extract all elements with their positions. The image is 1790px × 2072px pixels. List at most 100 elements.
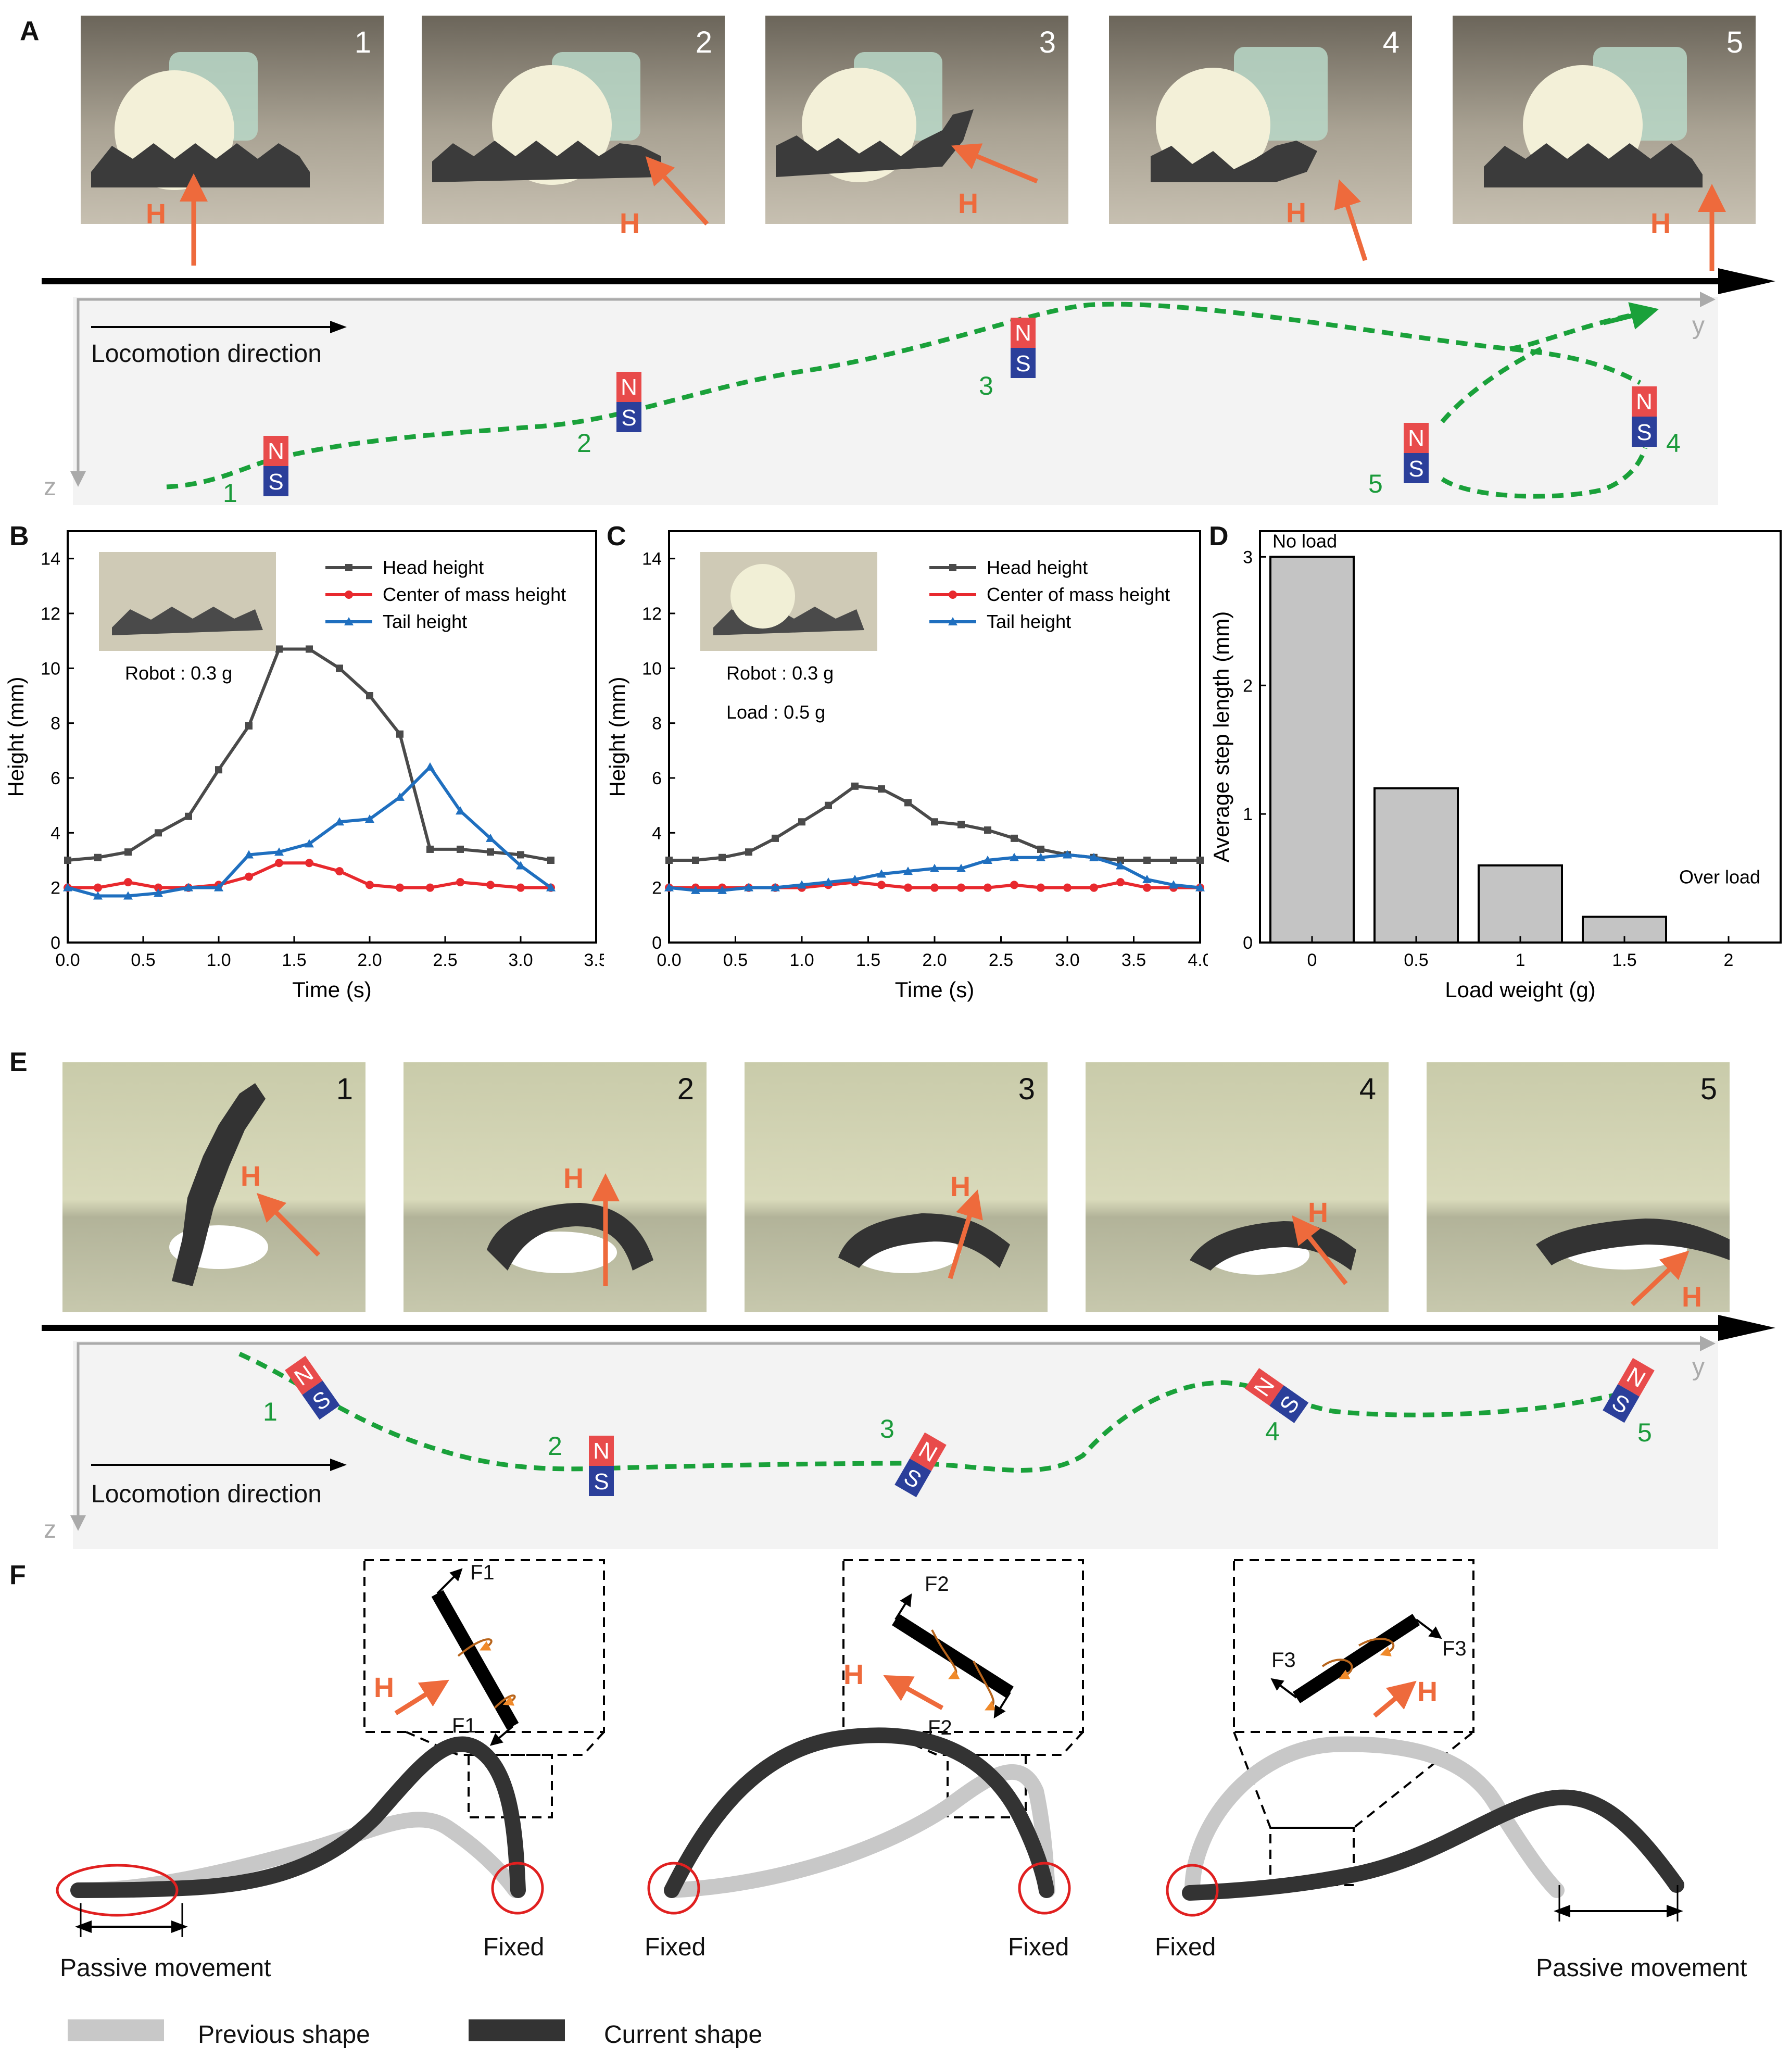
series-line — [67, 764, 552, 898]
data-point — [426, 845, 434, 853]
inset-photo — [700, 552, 877, 651]
data-point — [305, 859, 313, 868]
panel-a-photo-4: 4 — [1109, 16, 1412, 224]
x-tick-label: 0.5 — [723, 950, 748, 970]
x-tick-label: 3.0 — [1055, 950, 1079, 970]
data-point — [904, 799, 912, 807]
data-point — [771, 883, 780, 891]
data-point — [745, 848, 752, 856]
legend-marker — [344, 617, 354, 625]
x-tick-label: 1.0 — [206, 950, 231, 970]
data-point — [245, 722, 253, 730]
panel-e-trajectory: N S N S N S N S N S — [70, 1336, 1716, 1531]
diagram-1 — [56, 1559, 605, 1937]
data-point — [457, 845, 464, 853]
axis-z-label: z — [44, 473, 56, 501]
data-point — [878, 785, 885, 793]
data-point — [772, 834, 779, 842]
data-point — [63, 883, 72, 891]
field-label: H — [374, 1672, 394, 1703]
x-tick-label: 3.5 — [1121, 950, 1146, 970]
trajectory-step-number: 4 — [1265, 1417, 1280, 1446]
field-arrow — [948, 1189, 983, 1279]
data-point — [365, 814, 374, 823]
fixed-label: Fixed — [483, 1933, 545, 1961]
data-point — [244, 850, 254, 859]
data-point — [486, 881, 495, 889]
data-point — [275, 859, 283, 868]
data-point — [850, 874, 860, 883]
x-tick-label: 1 — [1516, 950, 1526, 970]
data-point — [425, 762, 435, 771]
data-point — [335, 867, 344, 876]
data-point — [797, 880, 806, 889]
data-point — [903, 867, 913, 875]
y-axis-label: Height (mm) — [4, 676, 28, 797]
data-point — [957, 821, 965, 828]
field-label: H — [950, 1171, 970, 1202]
fixed-label: Fixed — [1155, 1933, 1216, 1961]
data-point — [1010, 881, 1018, 889]
trajectory-step-number: 4 — [1666, 429, 1681, 458]
bar — [1269, 556, 1355, 944]
x-tick-label: 0.5 — [1404, 950, 1428, 970]
x-tick-label: 1.5 — [1612, 950, 1636, 970]
legend-marker — [949, 564, 956, 571]
data-point — [275, 645, 283, 653]
panel-a-time-arrow — [42, 268, 1775, 294]
data-point — [1196, 857, 1204, 864]
field-arrow — [1292, 1215, 1348, 1285]
axis-z-label: z — [44, 1516, 56, 1543]
y-axis-label: Height (mm) — [605, 676, 629, 797]
data-point — [456, 878, 464, 887]
data-point — [516, 861, 525, 870]
data-point — [904, 883, 912, 892]
field-label: H — [843, 1659, 864, 1690]
magnet-2: N S — [616, 372, 641, 432]
data-point — [877, 881, 886, 889]
data-point — [93, 891, 103, 900]
y-tick-label: 6 — [652, 769, 662, 788]
data-point — [718, 853, 726, 861]
legend-marker — [948, 617, 957, 625]
field-arrow — [951, 143, 1038, 184]
panel-e-frame-number: 5 — [1700, 1072, 1717, 1106]
inset-robot — [112, 607, 263, 635]
data-point — [396, 883, 404, 892]
data-point — [366, 692, 373, 699]
y-tick-label: 1 — [1243, 805, 1253, 824]
data-point — [486, 833, 495, 842]
panel-f-diagram — [56, 1559, 1684, 2041]
data-point — [983, 856, 992, 864]
y-axis-label: Average step length (mm) — [1209, 611, 1233, 862]
panel-e-field-arrows — [256, 1173, 1690, 1307]
magnet-5: N S — [1603, 1358, 1655, 1423]
data-point — [395, 792, 405, 801]
chart-d: 0 1 2 3 0 0.5 1 1.5 2 Load weight (g) Average step… — [1209, 530, 1782, 1002]
field-label: H — [1650, 208, 1671, 239]
legend-previous-swatch — [68, 2019, 164, 2041]
inset-background — [99, 552, 276, 651]
svg-text:N: N — [268, 438, 284, 464]
data-point — [64, 857, 71, 864]
data-point — [1143, 857, 1151, 864]
x-axis-label: Time (s) — [895, 977, 974, 1002]
svg-text:N: N — [1636, 389, 1653, 415]
data-point — [396, 730, 404, 738]
data-point — [517, 851, 524, 859]
x-tick-label: 0.0 — [55, 950, 80, 970]
passive-movement-label: Passive movement — [60, 1954, 271, 1982]
data-point — [547, 857, 554, 864]
force-label-f2-bottom: F2 — [928, 1716, 952, 1739]
panel-label-e: E — [9, 1047, 28, 1077]
x-tick-label: 0.5 — [131, 950, 155, 970]
legend-marker — [949, 591, 957, 599]
data-point — [155, 829, 162, 837]
panel-a-frame-number: 3 — [1039, 26, 1056, 59]
data-point — [215, 766, 222, 774]
panel-label-f: F — [9, 1560, 26, 1590]
x-tick-label: 2.0 — [922, 950, 947, 970]
panel-label-b: B — [9, 521, 29, 551]
x-tick-label: 2.5 — [989, 950, 1013, 970]
field-label: H — [241, 1161, 261, 1192]
